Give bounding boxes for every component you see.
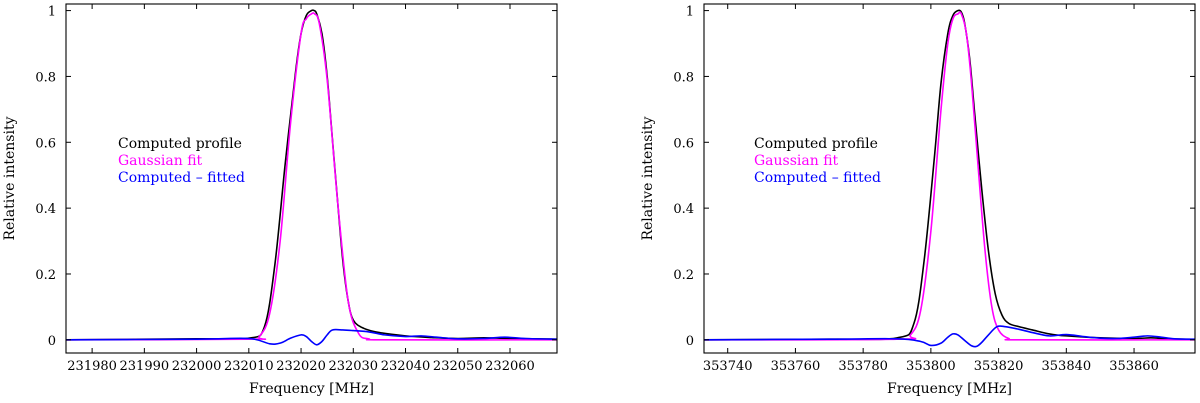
x-tick-label: 353740 — [703, 359, 753, 374]
legend-entry-computed-minus-fitted: Computed – fitted — [118, 170, 245, 186]
legend-entry-computed-profile: Computed profile — [754, 136, 878, 152]
series-line-gaussian-fit — [66, 12, 557, 341]
y-tick-label: 0.8 — [673, 70, 694, 85]
x-tick-label: 353860 — [1109, 359, 1159, 374]
right-chart-plot-frame — [703, 3, 1196, 354]
left-chart-panel: 231980 231990 232000 232010 232020 232030 2320… — [2, 3, 558, 397]
x-tick-label: 232060 — [485, 359, 535, 374]
left-chart-y-axis-label: Relative intensity — [2, 116, 18, 240]
series-line-gaussian-fit — [704, 11, 1195, 341]
right-chart-series — [704, 9, 1195, 348]
left-chart-plot-frame — [65, 3, 558, 354]
left-chart-series — [66, 9, 557, 346]
right-chart-legend: Computed profile Gaussian fit Computed –… — [754, 136, 881, 186]
x-tick-label: 232010 — [224, 359, 274, 374]
x-tick-label: 232000 — [172, 359, 222, 374]
y-tick-label: 0.4 — [35, 202, 56, 217]
x-tick-label: 232040 — [381, 359, 431, 374]
x-tick-label: 353760 — [771, 359, 821, 374]
right-chart-x-axis-label: Frequency [MHz] — [887, 381, 1012, 397]
right-chart-panel: 353740 353760 353780 353800 353820 353840 3538… — [640, 3, 1196, 397]
y-tick-label: 1 — [48, 5, 56, 20]
x-tick-label: 232030 — [328, 359, 378, 374]
series-line-computed-fitted — [66, 328, 557, 346]
right-chart-ticks: 353740 353760 353780 353800 353820 353840 3538… — [673, 4, 1195, 374]
left-chart-ticks: 231980 231990 232000 232010 232020 232030 2320… — [35, 4, 557, 374]
series-line-computed-fitted — [704, 325, 1195, 348]
y-tick-label: 0.2 — [35, 268, 56, 283]
x-tick-label: 232050 — [433, 359, 483, 374]
y-tick-label: 0 — [48, 334, 56, 349]
x-tick-label: 231980 — [67, 359, 117, 374]
right-chart-y-axis-label: Relative intensity — [640, 116, 656, 240]
legend-entry-gaussian-fit: Gaussian fit — [118, 153, 203, 169]
x-tick-label: 231990 — [120, 359, 170, 374]
y-tick-label: 0.4 — [673, 202, 694, 217]
legend-entry-gaussian-fit: Gaussian fit — [754, 153, 839, 169]
legend-entry-computed-minus-fitted: Computed – fitted — [754, 170, 881, 186]
x-tick-label: 353840 — [1042, 359, 1092, 374]
x-tick-label: 353820 — [974, 359, 1024, 374]
left-chart-x-axis-label: Frequency [MHz] — [249, 381, 374, 397]
x-tick-label: 232020 — [276, 359, 326, 374]
y-tick-label: 0.8 — [35, 70, 56, 85]
x-tick-label: 353780 — [838, 359, 888, 374]
legend-entry-computed-profile: Computed profile — [118, 136, 242, 152]
left-chart-legend: Computed profile Gaussian fit Computed –… — [118, 136, 245, 186]
x-tick-label: 353800 — [906, 359, 956, 374]
y-tick-label: 0.6 — [673, 136, 694, 151]
y-tick-label: 1 — [686, 5, 694, 20]
y-tick-label: 0.2 — [673, 268, 694, 283]
y-tick-label: 0 — [686, 334, 694, 349]
y-tick-label: 0.6 — [35, 136, 56, 151]
